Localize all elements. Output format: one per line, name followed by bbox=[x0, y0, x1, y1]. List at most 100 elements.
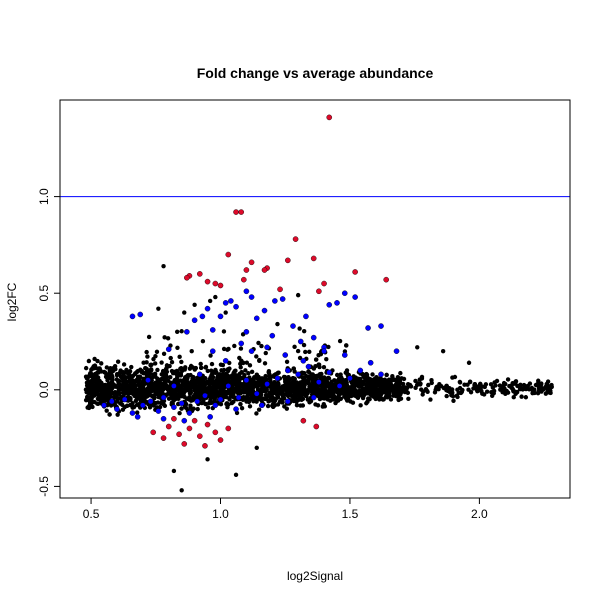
point-base bbox=[217, 378, 222, 384]
point-base bbox=[256, 383, 261, 388]
point-blue bbox=[194, 398, 201, 405]
point-base bbox=[297, 326, 302, 331]
point-base bbox=[314, 387, 319, 393]
point-blue bbox=[202, 392, 208, 399]
point-base bbox=[290, 376, 296, 381]
point-base bbox=[164, 363, 170, 368]
point-base bbox=[298, 387, 303, 392]
point-base bbox=[118, 394, 124, 400]
point-base bbox=[120, 386, 126, 392]
point-base bbox=[130, 405, 135, 410]
point-base bbox=[190, 380, 196, 385]
point-base bbox=[203, 364, 209, 370]
point-blue bbox=[217, 396, 224, 403]
point-base bbox=[434, 384, 439, 390]
point-base bbox=[513, 391, 518, 397]
point-base bbox=[418, 381, 423, 386]
point-base bbox=[89, 403, 94, 409]
point-base bbox=[266, 370, 271, 375]
point-blue bbox=[233, 303, 239, 310]
point-base bbox=[223, 392, 228, 397]
point-red bbox=[150, 429, 156, 436]
point-base bbox=[275, 381, 280, 386]
point-blue bbox=[178, 400, 185, 407]
point-base bbox=[171, 397, 177, 403]
point-base bbox=[450, 387, 455, 392]
point-base bbox=[357, 376, 363, 382]
point-base bbox=[254, 411, 259, 416]
point-base bbox=[139, 369, 145, 374]
point-blue bbox=[295, 371, 301, 378]
point-blue bbox=[352, 294, 358, 300]
point-base bbox=[103, 386, 108, 392]
point-base bbox=[241, 396, 247, 402]
point-base bbox=[275, 321, 280, 327]
point-base bbox=[489, 390, 494, 395]
point-red bbox=[321, 280, 327, 287]
point-blue bbox=[129, 313, 136, 320]
point-blue bbox=[285, 398, 291, 405]
point-base bbox=[270, 388, 275, 394]
point-base bbox=[417, 377, 422, 382]
point-red bbox=[326, 114, 333, 121]
point-base bbox=[472, 382, 478, 387]
point-base bbox=[394, 386, 399, 391]
point-base bbox=[317, 396, 323, 402]
point-base bbox=[150, 372, 156, 377]
point-blue bbox=[253, 390, 260, 397]
point-base bbox=[161, 263, 166, 269]
point-red bbox=[217, 437, 224, 443]
point-base bbox=[547, 384, 552, 390]
point-base bbox=[246, 371, 251, 376]
point-base bbox=[462, 382, 467, 387]
point-base bbox=[133, 398, 139, 404]
point-base bbox=[221, 367, 227, 373]
point-base bbox=[402, 388, 408, 393]
point-blue bbox=[336, 383, 343, 389]
point-base bbox=[158, 390, 164, 395]
point-blue bbox=[147, 398, 154, 405]
point-base bbox=[299, 382, 305, 388]
point-blue bbox=[160, 415, 167, 422]
point-blue bbox=[207, 414, 213, 420]
point-base bbox=[92, 356, 97, 362]
point-base bbox=[128, 382, 133, 387]
point-blue bbox=[269, 332, 276, 339]
point-blue bbox=[134, 414, 141, 420]
point-base bbox=[162, 377, 167, 383]
point-base bbox=[238, 365, 243, 370]
point-base bbox=[148, 367, 154, 372]
point-base bbox=[420, 389, 426, 394]
point-base bbox=[277, 399, 283, 404]
point-base bbox=[136, 375, 142, 380]
point-base bbox=[169, 360, 175, 365]
point-base bbox=[237, 377, 242, 383]
point-base bbox=[195, 406, 200, 412]
point-base bbox=[221, 346, 227, 352]
point-blue bbox=[129, 410, 136, 416]
point-base bbox=[263, 350, 268, 356]
point-base bbox=[215, 375, 220, 380]
x-axis: 0.5 1.0 1.5 2.0 bbox=[83, 498, 488, 521]
point-base bbox=[85, 390, 91, 395]
point-blue bbox=[171, 383, 177, 389]
point-base bbox=[149, 362, 154, 367]
point-base bbox=[196, 390, 201, 395]
point-base bbox=[160, 383, 165, 389]
point-blue bbox=[165, 346, 172, 353]
point-base bbox=[337, 338, 343, 344]
point-blue bbox=[204, 305, 211, 312]
point-base bbox=[140, 386, 146, 391]
point-blue bbox=[184, 329, 190, 335]
point-base bbox=[440, 348, 446, 354]
point-base bbox=[103, 370, 108, 375]
point-blue bbox=[272, 298, 278, 304]
point-base bbox=[310, 379, 315, 384]
chart-title: Fold change vs average abundance bbox=[197, 65, 434, 81]
point-base bbox=[167, 389, 172, 394]
point-blue bbox=[378, 371, 384, 378]
point-base bbox=[384, 391, 389, 396]
point-base bbox=[271, 399, 276, 405]
point-base bbox=[243, 368, 248, 373]
point-base bbox=[252, 383, 258, 389]
